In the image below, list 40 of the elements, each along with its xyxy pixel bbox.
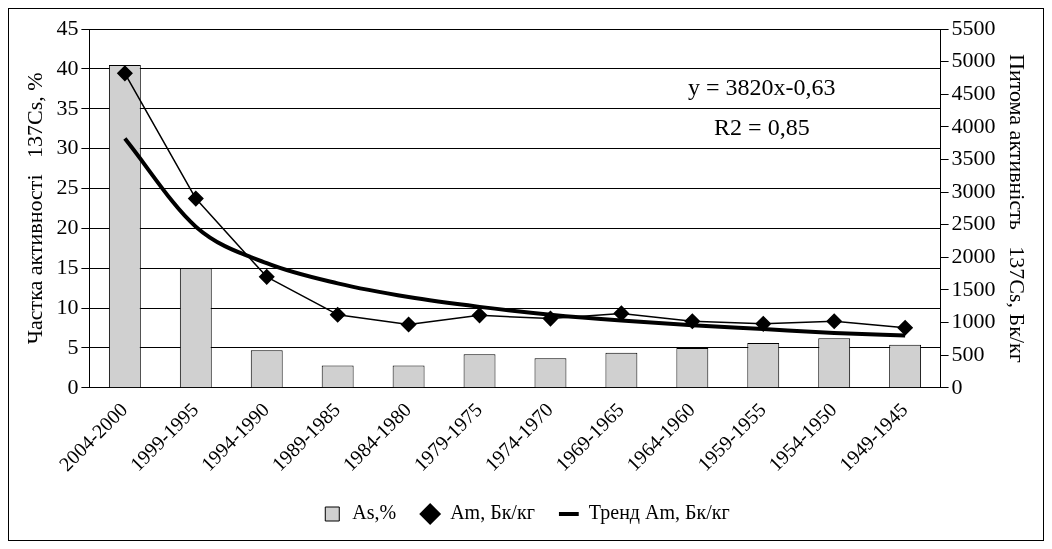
y-tick-label: 0 [67, 373, 79, 399]
annotation: R2 = 0,85 [714, 113, 810, 140]
y-tick-label: 10 [56, 293, 79, 319]
y2-tick-label: 3000 [951, 177, 996, 203]
y-tick-label: 40 [56, 54, 79, 80]
y2-tick-label: 4500 [951, 80, 996, 106]
y-tick-label: 5 [67, 333, 79, 359]
legend-label: As,% [352, 501, 397, 524]
y2-axis-title: Питома активність 137Cs, Бк/кг [1005, 54, 1031, 363]
y2-tick-label: 5000 [951, 47, 996, 73]
y2-tick-label: 1500 [951, 275, 996, 301]
point [897, 319, 913, 336]
y2-tick-label: 0 [951, 373, 963, 399]
point [826, 313, 842, 329]
point [117, 65, 133, 82]
y-tick-label: 35 [56, 94, 79, 120]
y-tick-label: 30 [56, 134, 79, 160]
y-tick-label: 25 [56, 174, 79, 200]
y-tick-label: 20 [56, 214, 79, 240]
y2-tick-label: 500 [951, 340, 985, 366]
y2-tick-label: 3500 [951, 145, 996, 171]
y2-tick-label: 1000 [951, 308, 996, 334]
point [542, 310, 559, 327]
y-tick-label: 45 [56, 14, 79, 40]
point [684, 313, 701, 329]
point [329, 306, 346, 323]
point [755, 316, 772, 332]
y2-tick-label: 2500 [951, 210, 996, 236]
point [471, 307, 488, 324]
y2-tick-label: 2000 [951, 243, 996, 269]
y2-tick-label: 4000 [951, 112, 996, 138]
annotation: y = 3820x-0,63 [688, 74, 836, 101]
legend-label: Am, Бк/кг [450, 501, 535, 524]
legend-label: Тренд Am, Бк/кг [588, 501, 730, 525]
y-axis-title: Частка активності 137Cs, % [21, 72, 47, 345]
y-tick-label: 15 [56, 253, 79, 279]
y2-tick-label: 5500 [951, 14, 996, 40]
point [188, 190, 204, 207]
point [400, 316, 417, 333]
point [258, 269, 275, 285]
